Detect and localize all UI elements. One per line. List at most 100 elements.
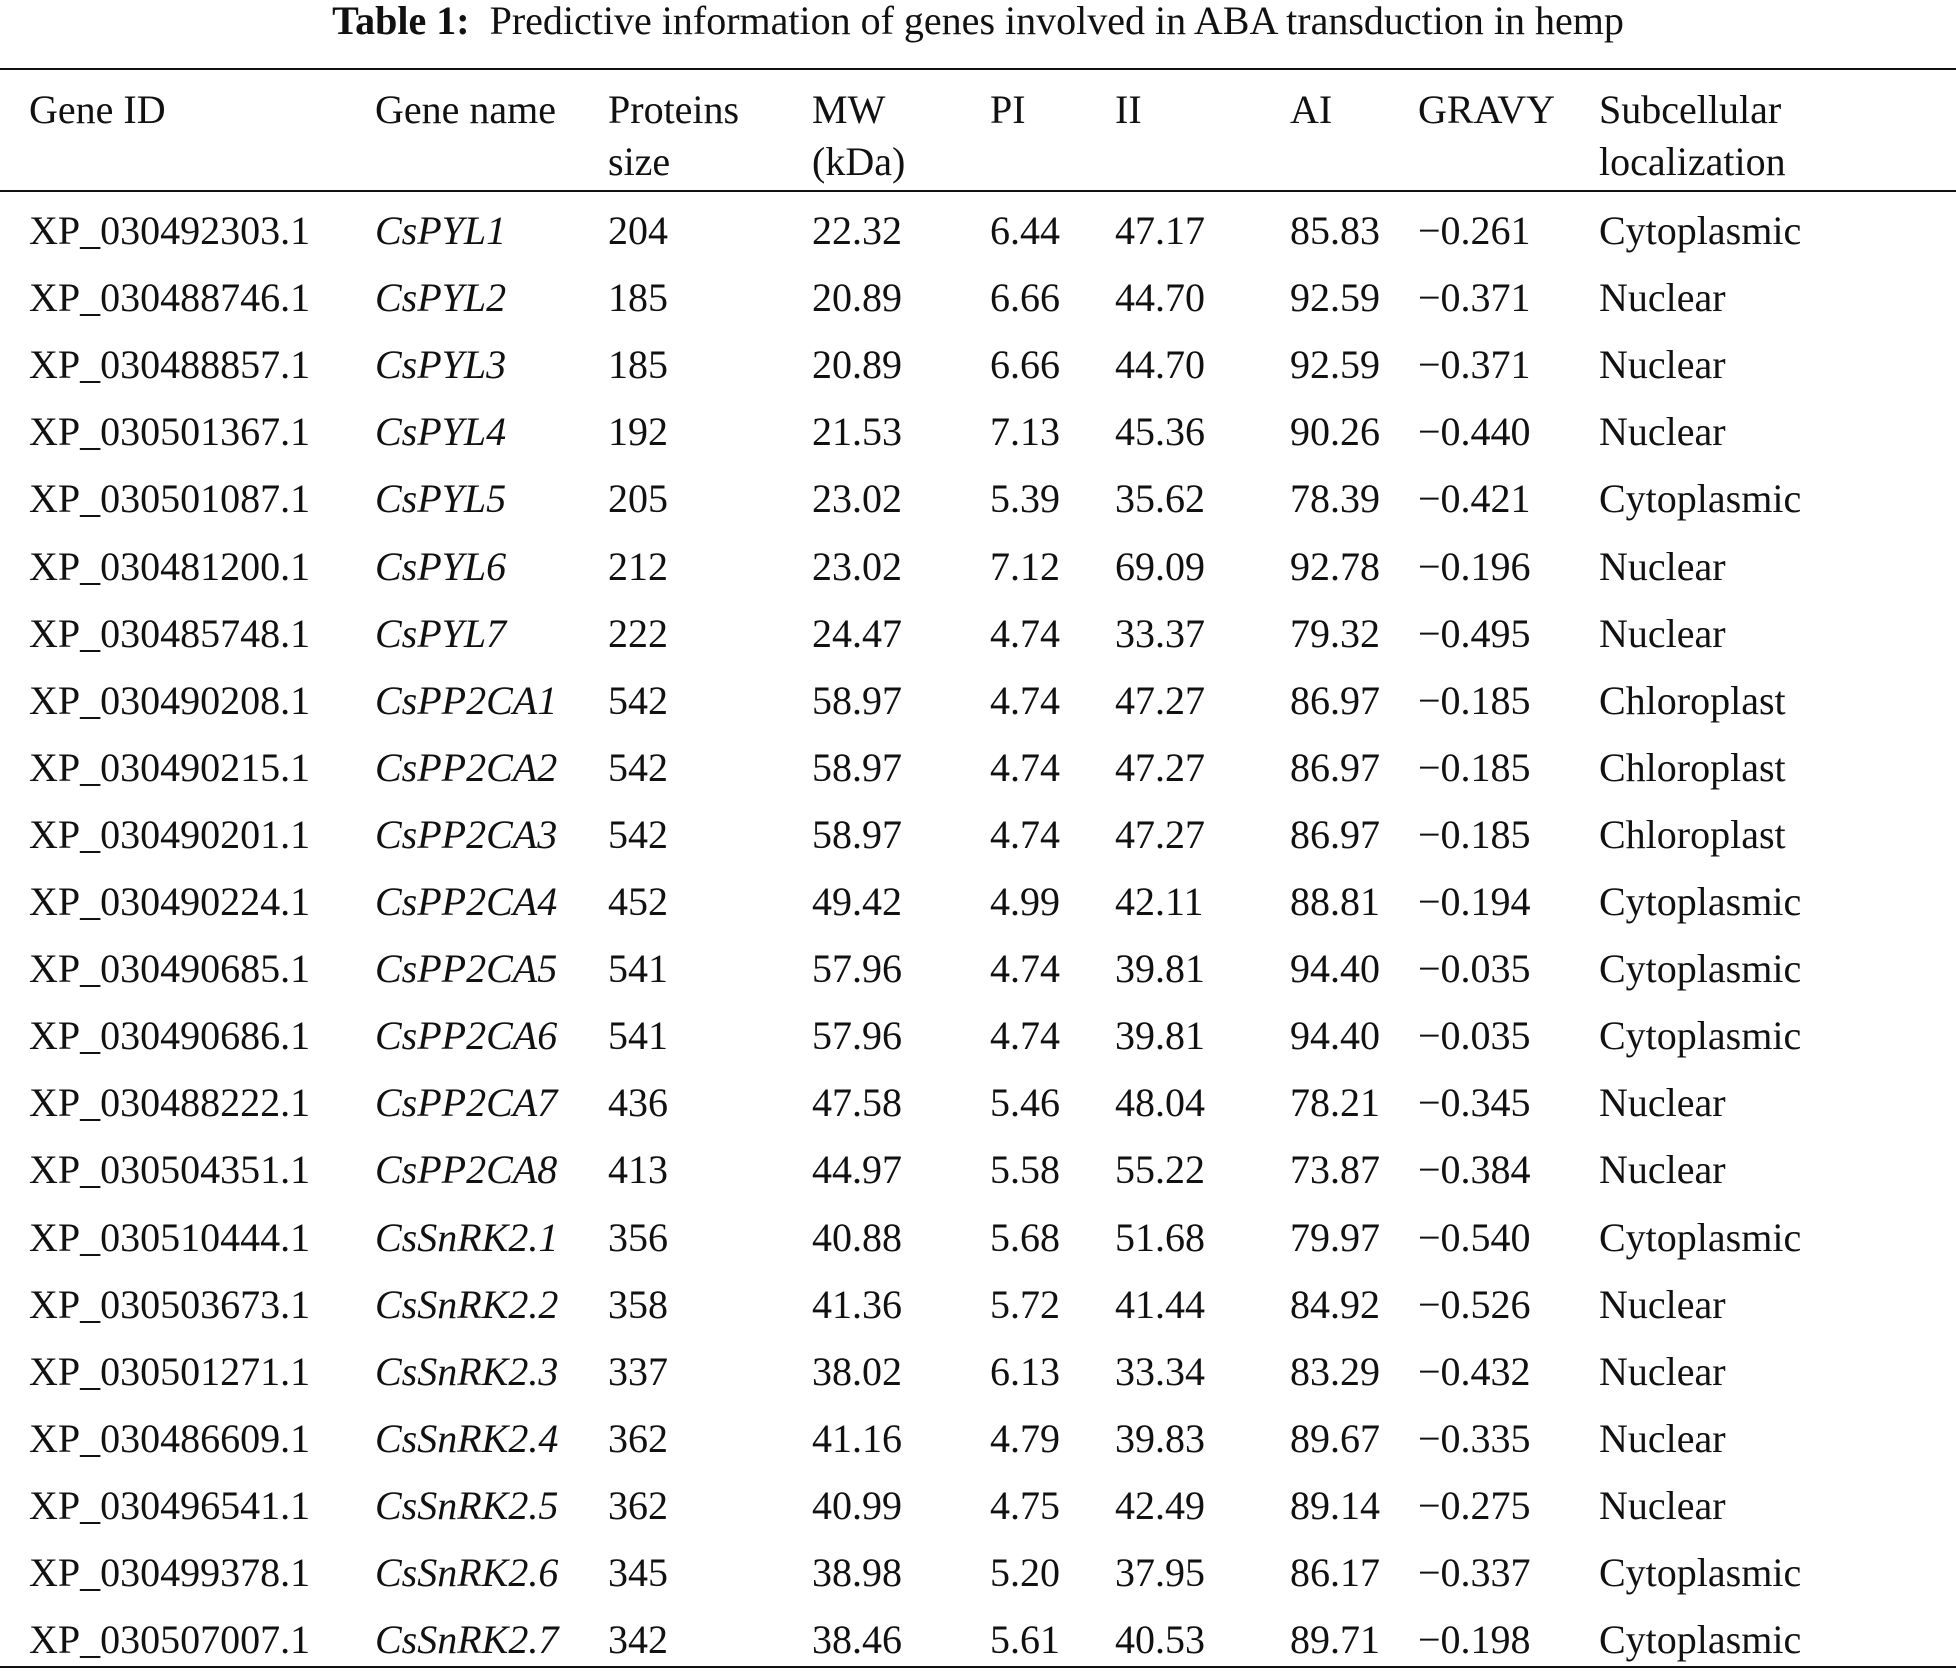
table-cell: 40.88 [812,1214,902,1260]
table-cell: −0.337 [1418,1550,1531,1595]
table-cell: XP_030488857.1 [29,342,311,388]
table-cell: XP_030501367.1 [29,409,311,455]
table-cell: 4.74 [990,610,1060,656]
gene-name: CsPYL2 [375,275,507,321]
table-cell: Nuclear [1599,1482,1726,1528]
gene-name: CsPYL7 [375,610,507,656]
table-cell: 38.02 [812,1348,902,1394]
header-rule [0,190,1956,192]
table-cell: Nuclear [1599,409,1726,455]
table-cell: 51.68 [1115,1214,1205,1260]
table-cell: XP_030486609.1 [29,1415,311,1461]
table-cell: 192 [608,409,668,455]
header-cell: GRAVY [1418,87,1556,132]
table-cell: XP_030490686.1 [29,1013,311,1059]
table-cell: 79.97 [1290,1214,1380,1260]
table-cell: −0.194 [1418,879,1531,924]
table-cell: 41.16 [812,1415,902,1461]
table-cell: −0.196 [1418,543,1531,589]
table-cell: −0.185 [1418,744,1531,790]
table-cell: −0.345 [1418,1080,1531,1126]
table-cell: 185 [608,275,668,321]
table-cell: 6.66 [990,275,1060,321]
table-cell: 41.44 [1115,1281,1205,1327]
table-cell: −0.275 [1418,1482,1531,1528]
table-cell: 413 [608,1147,668,1193]
table-cell: XP_030488222.1 [29,1080,311,1126]
gene-name: CsSnRK2.2 [375,1281,559,1327]
table-cell: Cytoplasmic [1599,476,1802,522]
table-cell: 78.39 [1290,476,1380,522]
table-cell: 47.27 [1115,677,1205,723]
table-cell: 41.36 [812,1281,902,1327]
table-cell: 55.22 [1115,1147,1205,1193]
table-cell: 5.61 [990,1617,1060,1663]
table-cell: −0.035 [1418,1013,1531,1059]
gene-name: CsPP2CA4 [375,879,558,924]
table-cell: 78.21 [1290,1080,1380,1126]
table-cell: 4.74 [990,1013,1060,1059]
table-cell: 4.74 [990,677,1060,723]
table-cell: XP_030492303.1 [29,208,311,253]
table-cell: 85.83 [1290,208,1380,253]
caption-label: Table 1: [332,0,470,43]
table-cell: 47.27 [1115,744,1205,790]
table-cell: 40.53 [1115,1617,1205,1663]
table-cell: XP_030504351.1 [29,1147,311,1193]
table-cell: Cytoplasmic [1599,879,1802,924]
table-cell: XP_030507007.1 [29,1617,311,1663]
table-cell: 5.20 [990,1550,1060,1595]
table-cell: XP_030496541.1 [29,1482,311,1528]
table-cell: 212 [608,543,668,589]
table-cell: 45.36 [1115,409,1205,455]
table-cell: 20.89 [812,275,902,321]
table-cell: 33.34 [1115,1348,1205,1394]
table-cell: 5.58 [990,1147,1060,1193]
table-cell: 345 [608,1550,668,1595]
table-cell: 92.59 [1290,275,1380,321]
table-cell: 4.79 [990,1415,1060,1461]
table-cell: −0.371 [1418,275,1531,321]
table-cell: 362 [608,1482,668,1528]
table-cell: XP_030488746.1 [29,275,311,321]
table-cell: 94.40 [1290,1013,1380,1059]
table-cell: 541 [608,1013,668,1059]
table-cell: 4.74 [990,811,1060,857]
gene-name: CsPYL4 [375,409,507,455]
table-cell: 57.96 [812,946,902,992]
top-rule [0,68,1956,70]
table-cell: 48.04 [1115,1080,1205,1126]
table-cell: 79.32 [1290,610,1380,656]
header-cell: II [1115,87,1142,132]
table-cell: 5.46 [990,1080,1060,1126]
table-cell: 205 [608,476,668,522]
table-cell: Nuclear [1599,610,1726,656]
table-cell: −0.384 [1418,1147,1531,1193]
table-cell: 58.97 [812,811,902,857]
table-cell: 356 [608,1214,668,1260]
table-cell: 89.67 [1290,1415,1380,1461]
table-cell: 4.74 [990,744,1060,790]
gene-name: CsSnRK2.1 [375,1214,559,1260]
table-cell: 84.92 [1290,1281,1380,1327]
table-cell: 88.81 [1290,879,1380,924]
table-cell: 92.59 [1290,342,1380,388]
table-cell: 69.09 [1115,543,1205,589]
gene-name: CsPYL3 [375,342,507,388]
table-cell: 23.02 [812,543,902,589]
table-cell: 38.98 [812,1550,902,1595]
gene-name: CsPP2CA3 [375,811,558,857]
table-cell: 23.02 [812,476,902,522]
header-cell: size [608,139,671,184]
gene-name: CsSnRK2.5 [375,1482,559,1528]
table-cell: XP_030501271.1 [29,1348,311,1394]
table-cell: 542 [608,811,668,857]
table-cell: 204 [608,208,668,253]
table-cell: 6.44 [990,208,1060,253]
table-cell: XP_030501087.1 [29,476,311,522]
table-cell: −0.035 [1418,946,1531,992]
table-cell: 73.87 [1290,1147,1380,1193]
table-cell: 358 [608,1281,668,1327]
table-cell: XP_030481200.1 [29,543,311,589]
table-cell: Cytoplasmic [1599,946,1802,992]
